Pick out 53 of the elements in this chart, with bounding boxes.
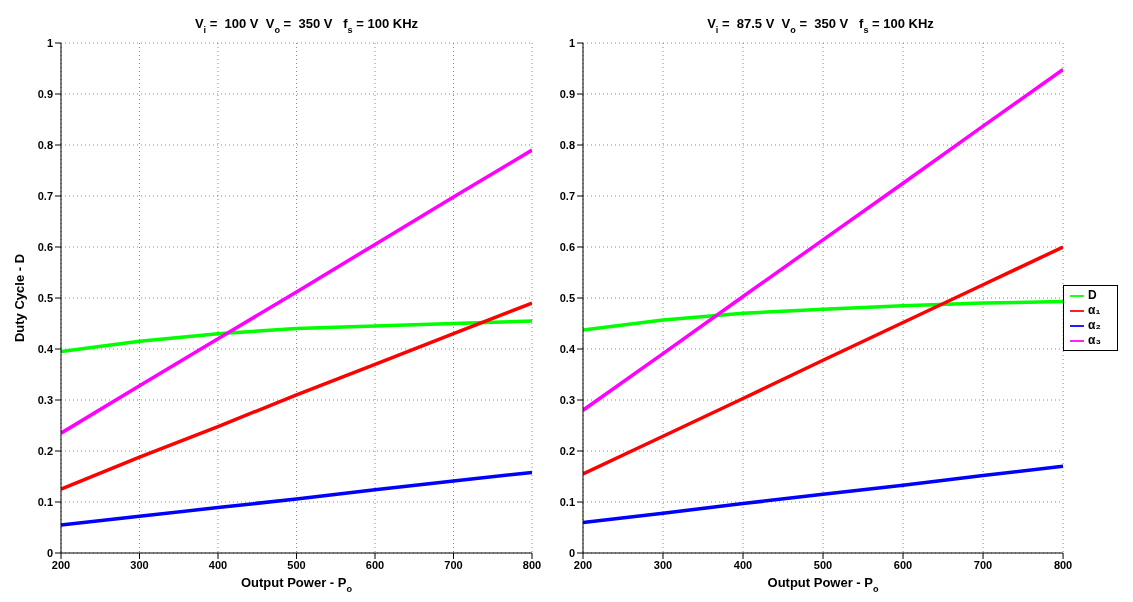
chart-title: V$_{i}$ = 87.5 V V$_{o}$ = 350 V f$_{s}$ = 100 KHz — [707, 16, 935, 35]
line-series — [583, 464, 1064, 525]
x-tick-label: 200 — [51, 558, 71, 571]
y-tick-label: 0.8 — [559, 138, 575, 151]
x-tick-label: 400 — [208, 558, 228, 571]
line-series — [61, 148, 532, 435]
y-tick-label: 0.1 — [559, 495, 575, 508]
y-tick-label: 0.6 — [559, 240, 575, 253]
x-tick-label: 300 — [653, 558, 673, 571]
x-axis-title: Output Power - P$_{o}$ — [240, 575, 353, 594]
x-tick-label: 200 — [573, 558, 593, 571]
chart-title: V$_{i}$ = 100 V V$_{o}$ = 350 V f$_{s}$ = 100 KHz — [194, 16, 419, 35]
y-tick-label: 0.9 — [37, 87, 53, 100]
y-tick-label: 0.3 — [37, 393, 53, 406]
x-tick-label: 300 — [130, 558, 149, 571]
x-tick-label: 500 — [287, 558, 306, 571]
y-tick-label: 0.7 — [559, 189, 575, 202]
y-tick-label: 1 — [46, 36, 53, 49]
line-series — [583, 245, 1064, 476]
y-tick-label: 0.5 — [37, 291, 53, 304]
y-tick-label: 0.7 — [37, 189, 53, 202]
legend-label: α₂ — [1088, 318, 1101, 332]
x-tick-label: 400 — [733, 558, 753, 571]
y-tick-label: 0.2 — [559, 444, 575, 457]
x-tick-label: 700 — [444, 558, 463, 571]
y-tick-label: 1 — [568, 36, 575, 49]
line-series — [583, 67, 1064, 412]
x-tick-label: 500 — [813, 558, 833, 571]
x-tick-label: 800 — [1053, 558, 1073, 571]
y-tick-label: 0 — [46, 546, 53, 559]
x-tick-label: 700 — [973, 558, 993, 571]
y-tick-label: 0.4 — [37, 342, 54, 355]
y-tick-label: 0.8 — [37, 138, 53, 151]
y-tick-label: 0.2 — [37, 444, 53, 457]
line-series — [583, 299, 1064, 332]
line-series — [61, 319, 532, 354]
y-tick-label: 0.9 — [559, 87, 575, 100]
x-tick-label: 600 — [365, 558, 385, 571]
legend-label: α₃ — [1088, 332, 1101, 347]
y-tick-label: 0.1 — [37, 495, 53, 508]
legend-label: α₁ — [1088, 303, 1101, 318]
line-series — [61, 301, 532, 491]
y-tick-label: 0.6 — [37, 240, 53, 253]
y-tick-label: 0.3 — [559, 393, 575, 406]
x-axis-title: Output Power - P$_{o}$ — [767, 575, 879, 594]
x-tick-label: 600 — [893, 558, 913, 571]
y-tick-label: 0 — [568, 546, 575, 559]
legend-label: D — [1088, 288, 1097, 303]
x-tick-label: 800 — [522, 558, 542, 571]
line-series — [61, 470, 532, 527]
y-tick-label: 0.4 — [559, 342, 576, 355]
y-axis-title: Duty Cycle - D — [12, 253, 27, 343]
y-tick-label: 0.5 — [559, 291, 575, 304]
